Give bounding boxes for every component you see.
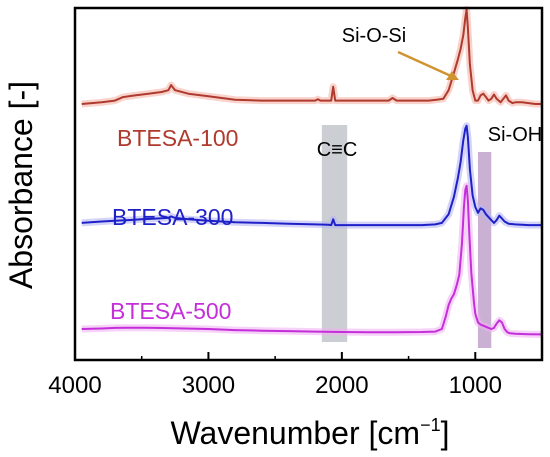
series-lines xyxy=(81,5,543,338)
series-line-btesa-500 xyxy=(81,184,543,336)
series-label-btesa-100: BTESA-100 xyxy=(117,125,238,151)
x-tick-label-2000: 2000 xyxy=(315,372,368,399)
x-tick-label-1000: 1000 xyxy=(449,372,502,399)
band-c-c xyxy=(321,125,348,342)
series-line-btesa-100 xyxy=(81,8,542,105)
annotation-si-o-si: Si-O-Si xyxy=(342,25,406,47)
series-line-btesa-300 xyxy=(81,124,542,227)
band-label-sioh: Si-OH xyxy=(488,124,542,146)
band-si-oh xyxy=(477,152,492,348)
x-axis-title: Wavenumber [cm−1] xyxy=(171,415,450,451)
x-tick-label-3000: 3000 xyxy=(182,372,235,399)
series-label-btesa-300: BTESA-300 xyxy=(112,204,233,230)
x-tick-label-4000: 4000 xyxy=(48,372,101,399)
plot-frame xyxy=(73,6,544,362)
x-axis-ticks: 4000 3000 2000 1000 xyxy=(48,352,543,399)
y-axis-title: Absorbance [-] xyxy=(3,81,39,289)
series-label-btesa-500: BTESA-500 xyxy=(110,298,231,324)
highlight-bands xyxy=(321,125,492,348)
band-label-cc: C≡C xyxy=(317,139,358,161)
annotation-arrow xyxy=(397,50,459,80)
